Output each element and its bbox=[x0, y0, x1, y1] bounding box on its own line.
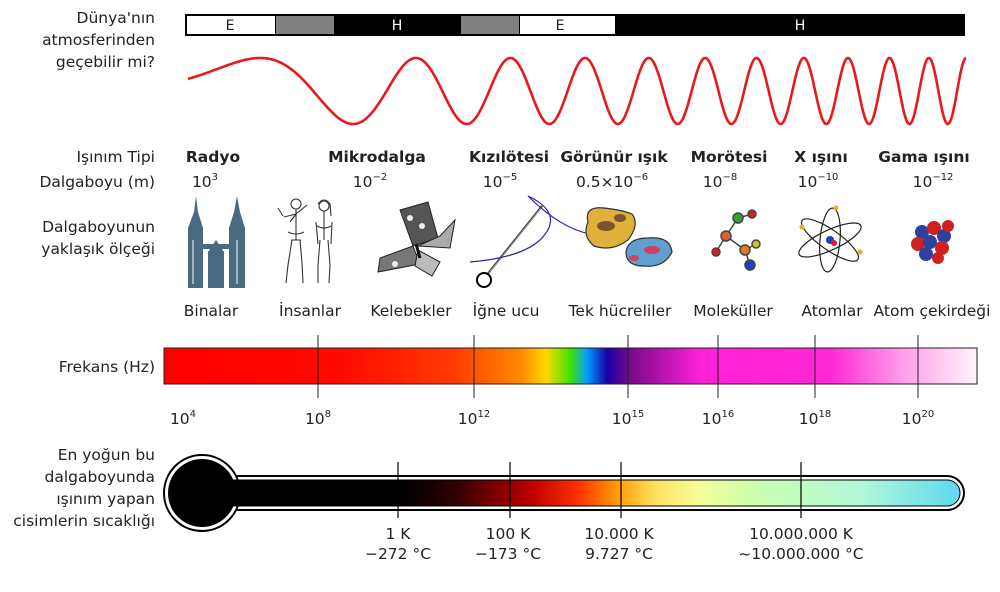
band-name-ultraviolet: Morötesi bbox=[691, 148, 768, 166]
band-name-visible: Görünür ışık bbox=[560, 148, 668, 166]
atmosphere-segment-label: H bbox=[392, 18, 403, 34]
atmosphere-opacity-bar: E H E H bbox=[185, 14, 965, 36]
temperature-label-line-2: dalgaboyunda bbox=[45, 468, 155, 486]
object-label-humans: İnsanlar bbox=[279, 301, 342, 320]
wavelength-value-microwave: 10−2 bbox=[353, 172, 387, 191]
temperature-label: En yoğun bu dalgaboyunda ışınım yapan ci… bbox=[13, 446, 155, 530]
atmosphere-segment-label: H bbox=[795, 18, 806, 34]
band-name-infrared: Kızılötesi bbox=[469, 148, 549, 166]
temperature-celsius-label: −272 °C bbox=[365, 545, 431, 563]
band-name-xray: X ışını bbox=[794, 148, 848, 166]
nucleus-icon bbox=[911, 220, 954, 264]
radiation-type-label: Işınım Tipi bbox=[76, 148, 155, 166]
wavelength-value-xray: 10−10 bbox=[798, 172, 839, 191]
wavelength-value-ultraviolet: 10−8 bbox=[703, 172, 737, 191]
band-wavelengths: 103 10−2 10−5 0.5×10−6 10−8 10−10 10−12 bbox=[192, 172, 953, 191]
atom-icon bbox=[798, 205, 863, 273]
object-label-butterflies: Kelebekler bbox=[370, 302, 452, 320]
atmosphere-segment-partial bbox=[276, 16, 334, 34]
wavelength-value-radio: 103 bbox=[192, 172, 218, 191]
thermometer-bulb bbox=[168, 459, 236, 527]
frequency-tick-labels: 104 108 1012 1015 1016 1018 1020 bbox=[170, 409, 934, 428]
needle-icon bbox=[469, 195, 591, 288]
scale-label-line-2: yaklaşık ölçeği bbox=[41, 240, 155, 258]
temperature-celsius-label: ~10.000.000 °C bbox=[738, 545, 863, 563]
scale-label-line-1: Dalgaboyunun bbox=[42, 218, 155, 236]
wavelength-wave bbox=[187, 56, 967, 126]
atmosphere-segment-open bbox=[520, 16, 615, 34]
temperature-ticks bbox=[397, 462, 802, 518]
frequency-tick-label: 108 bbox=[305, 409, 331, 428]
atmosphere-question-line-1: Dünya'nın bbox=[77, 9, 155, 27]
frequency-tick-label: 1012 bbox=[458, 409, 490, 428]
humans-icon bbox=[277, 198, 333, 284]
band-name-microwave: Mikrodalga bbox=[328, 148, 426, 166]
frequency-tick-label: 1020 bbox=[902, 409, 934, 428]
frequency-tick-label: 1016 bbox=[702, 409, 734, 428]
band-name-gamma: Gama ışını bbox=[878, 148, 969, 166]
object-label-single-cells: Tek hücreliler bbox=[568, 302, 672, 320]
wavelength-value-gamma: 10−12 bbox=[913, 172, 954, 191]
atmosphere-segment-partial bbox=[461, 16, 519, 34]
atmosphere-segment-open bbox=[187, 16, 275, 34]
temperature-kelvin-label: 1 K bbox=[386, 525, 412, 543]
frequency-ticks bbox=[317, 335, 919, 398]
atmosphere-segment-label: E bbox=[226, 18, 235, 34]
building-icon bbox=[188, 196, 245, 288]
temperature-tick-labels: 1 K −272 °C 100 K −173 °C 10.000 K 9.727… bbox=[365, 525, 864, 563]
molecule-icon bbox=[711, 209, 761, 271]
object-label-needle: İğne ucu bbox=[473, 301, 540, 320]
temperature-kelvin-label: 10.000 K bbox=[584, 525, 654, 543]
atmosphere-question-line-3: geçebilir mi? bbox=[56, 53, 155, 71]
atmosphere-question-line-2: atmosferinden bbox=[42, 31, 155, 49]
temperature-label-line-3: ışınım yapan bbox=[56, 490, 155, 508]
frequency-tick-label: 1018 bbox=[799, 409, 831, 428]
atmosphere-segment-label: E bbox=[556, 18, 565, 34]
frequency-gradient-bar bbox=[163, 347, 978, 385]
object-label-molecules: Moleküller bbox=[693, 302, 773, 320]
wavelength-value-infrared: 10−5 bbox=[483, 172, 517, 191]
temperature-celsius-label: 9.727 °C bbox=[585, 545, 653, 563]
frequency-tick-label: 1015 bbox=[612, 409, 644, 428]
band-names: Radyo Mikrodalga Kızılötesi Görünür ışık… bbox=[186, 148, 970, 166]
frequency-tick-label: 104 bbox=[170, 409, 196, 428]
object-label-buildings: Binalar bbox=[184, 302, 239, 320]
object-label-nucleus: Atom çekirdeği bbox=[874, 302, 991, 320]
band-name-radio: Radyo bbox=[186, 148, 240, 166]
atmosphere-question: Dünya'nın atmosferinden geçebilir mi? bbox=[42, 9, 155, 71]
temperature-celsius-label: −173 °C bbox=[475, 545, 541, 563]
object-label-atoms: Atomlar bbox=[801, 302, 863, 320]
wavelength-label: Dalgaboyu (m) bbox=[39, 173, 155, 191]
temperature-kelvin-label: 100 K bbox=[486, 525, 532, 543]
thermometer bbox=[163, 454, 965, 532]
temperature-label-line-1: En yoğun bu bbox=[58, 446, 155, 464]
scale-object-labels: Binalar İnsanlar Kelebekler İğne ucu Tek… bbox=[184, 301, 991, 320]
temperature-label-line-4: cisimlerin sıcaklığı bbox=[13, 512, 155, 530]
temperature-kelvin-label: 10.000.000 K bbox=[749, 525, 854, 543]
wavelength-value-visible: 0.5×10−6 bbox=[576, 172, 648, 191]
butterfly-icon bbox=[377, 201, 456, 277]
frequency-label: Frekans (Hz) bbox=[59, 358, 155, 376]
protozoa-icon bbox=[585, 207, 673, 267]
